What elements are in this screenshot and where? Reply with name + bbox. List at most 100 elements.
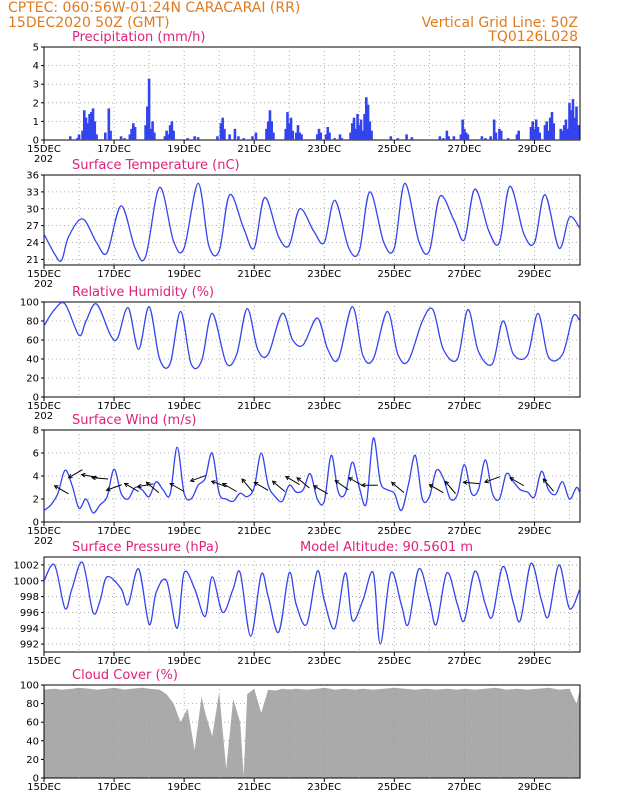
- precip-ytick-label: 0: [33, 136, 39, 147]
- temp-xtick-label: 19DEC: [167, 269, 201, 280]
- precip-year-label: 202: [34, 154, 53, 165]
- precip-bar: [466, 134, 470, 140]
- precip-bar: [286, 112, 289, 140]
- precip-bar: [104, 132, 107, 140]
- precip-bar: [270, 121, 274, 140]
- pressure-ytick-label: 992: [20, 640, 39, 651]
- temp-xtick-label: 17DEC: [97, 269, 131, 280]
- wind-arrow-head: [80, 472, 86, 478]
- precip-bar: [147, 78, 151, 140]
- precip-bar: [357, 125, 361, 140]
- wind-arrow-shaft: [92, 477, 109, 480]
- precip-bar: [338, 134, 342, 140]
- precip-bar: [531, 121, 535, 140]
- temp-ytick-label: 30: [26, 204, 39, 215]
- precip-bar: [268, 110, 272, 140]
- precip-bar: [93, 121, 97, 140]
- precip-bar: [168, 125, 172, 140]
- precip-bar: [165, 130, 168, 140]
- precip-bar: [82, 110, 86, 140]
- precip-bar: [480, 136, 484, 140]
- pressure-ytick-label: 1002: [14, 560, 39, 571]
- precip-bar: [533, 128, 536, 140]
- wind-arrow: [105, 484, 122, 492]
- precip-bar: [484, 138, 487, 140]
- pressure-xtick-label: 15DEC: [27, 656, 61, 667]
- pressure-subtitle: Model Altitude: 90.5601 m: [300, 540, 473, 555]
- temp-xtick-label: 27DEC: [448, 269, 482, 280]
- cloud-frame: [43, 684, 581, 779]
- cloud-ytick-label: 40: [26, 736, 39, 747]
- rh-panel: Relative Humidity (%) 0 20 40 60 80 100 15DEC 17…: [20, 285, 581, 422]
- precip-bar: [447, 136, 450, 140]
- precip-bar: [573, 117, 577, 140]
- precip-bar: [552, 123, 556, 140]
- precip-bar: [170, 121, 174, 140]
- wind-arrow-head: [91, 475, 96, 481]
- wind-arrow-shaft: [285, 476, 300, 486]
- cloud-xtick-label: 21DEC: [237, 782, 271, 793]
- pressure-xtick-label: 29DEC: [518, 656, 552, 667]
- wind-arrow: [145, 481, 160, 494]
- precip-bar: [370, 130, 373, 140]
- precip-bar: [536, 126, 540, 140]
- wind-arrow-shaft: [272, 480, 286, 492]
- precip-bar: [328, 132, 331, 140]
- wind-arrow-shaft: [222, 483, 237, 492]
- pressure-ytick-label: 1000: [14, 576, 39, 587]
- wind-arrow-shaft: [190, 475, 206, 482]
- wind-arrow-head: [509, 477, 515, 482]
- precip-bar: [109, 130, 112, 140]
- cloud-xtick-label: 29DEC: [518, 782, 552, 793]
- wind-arrow: [284, 476, 300, 486]
- precip-bar: [410, 137, 414, 140]
- precip-bar: [86, 123, 90, 140]
- rh-title: Relative Humidity (%): [72, 285, 214, 300]
- temp-xtick-label: 29DEC: [518, 269, 552, 280]
- precip-xtick-label: 23DEC: [307, 144, 341, 155]
- precip-bar: [265, 128, 268, 140]
- wind-arrow-shaft: [124, 483, 139, 492]
- precip-bar: [146, 106, 149, 140]
- cloud-ytick-label: 80: [26, 699, 39, 710]
- precip-bar: [452, 136, 456, 140]
- precip-xtick-label: 17DEC: [97, 144, 131, 155]
- wind-arrow-head: [189, 477, 195, 483]
- precip-bar: [216, 136, 219, 140]
- precip-bar: [545, 121, 549, 140]
- rh-xtick-label: 15DEC: [27, 401, 61, 412]
- wind-arrow-head: [221, 482, 227, 488]
- wind-arrow-shaft: [542, 478, 554, 492]
- wind-arrow-shaft: [484, 476, 501, 483]
- precip-bar: [529, 126, 533, 140]
- precip-bar: [132, 123, 135, 140]
- wind-arrow-head: [67, 474, 73, 479]
- precip-bar: [294, 132, 298, 140]
- precip-bar: [291, 130, 295, 140]
- wind-arrow-head: [169, 482, 175, 488]
- wind-arrow: [91, 475, 109, 481]
- precip-bar: [266, 121, 270, 140]
- pressure-series-line: [43, 561, 581, 645]
- wind-arrow-shaft: [146, 481, 160, 494]
- wind-arrow-head: [444, 480, 450, 486]
- wind-arrow-head: [462, 480, 468, 485]
- precip-bar: [547, 130, 550, 140]
- precip-bar: [128, 134, 132, 140]
- wind-arrow-shaft: [334, 480, 349, 491]
- cloud-xtick-label: 25DEC: [377, 782, 411, 793]
- wind-arrow: [462, 480, 480, 485]
- precip-bar: [359, 119, 363, 140]
- precip-xtick-label: 27DEC: [448, 144, 482, 155]
- precip-bar: [561, 130, 564, 140]
- wind-arrow-head: [483, 478, 489, 484]
- wind-arrow: [241, 478, 253, 492]
- precip-bar: [251, 136, 254, 140]
- wind-arrow-head: [136, 483, 142, 489]
- precip-bar: [340, 138, 344, 140]
- cloud-title: Cloud Cover (%): [72, 668, 178, 683]
- precip-bar: [442, 138, 445, 140]
- precip-ytick-label: 1: [33, 117, 39, 128]
- rh-xtick-label: 23DEC: [307, 401, 341, 412]
- wind-arrow-shaft: [137, 483, 154, 488]
